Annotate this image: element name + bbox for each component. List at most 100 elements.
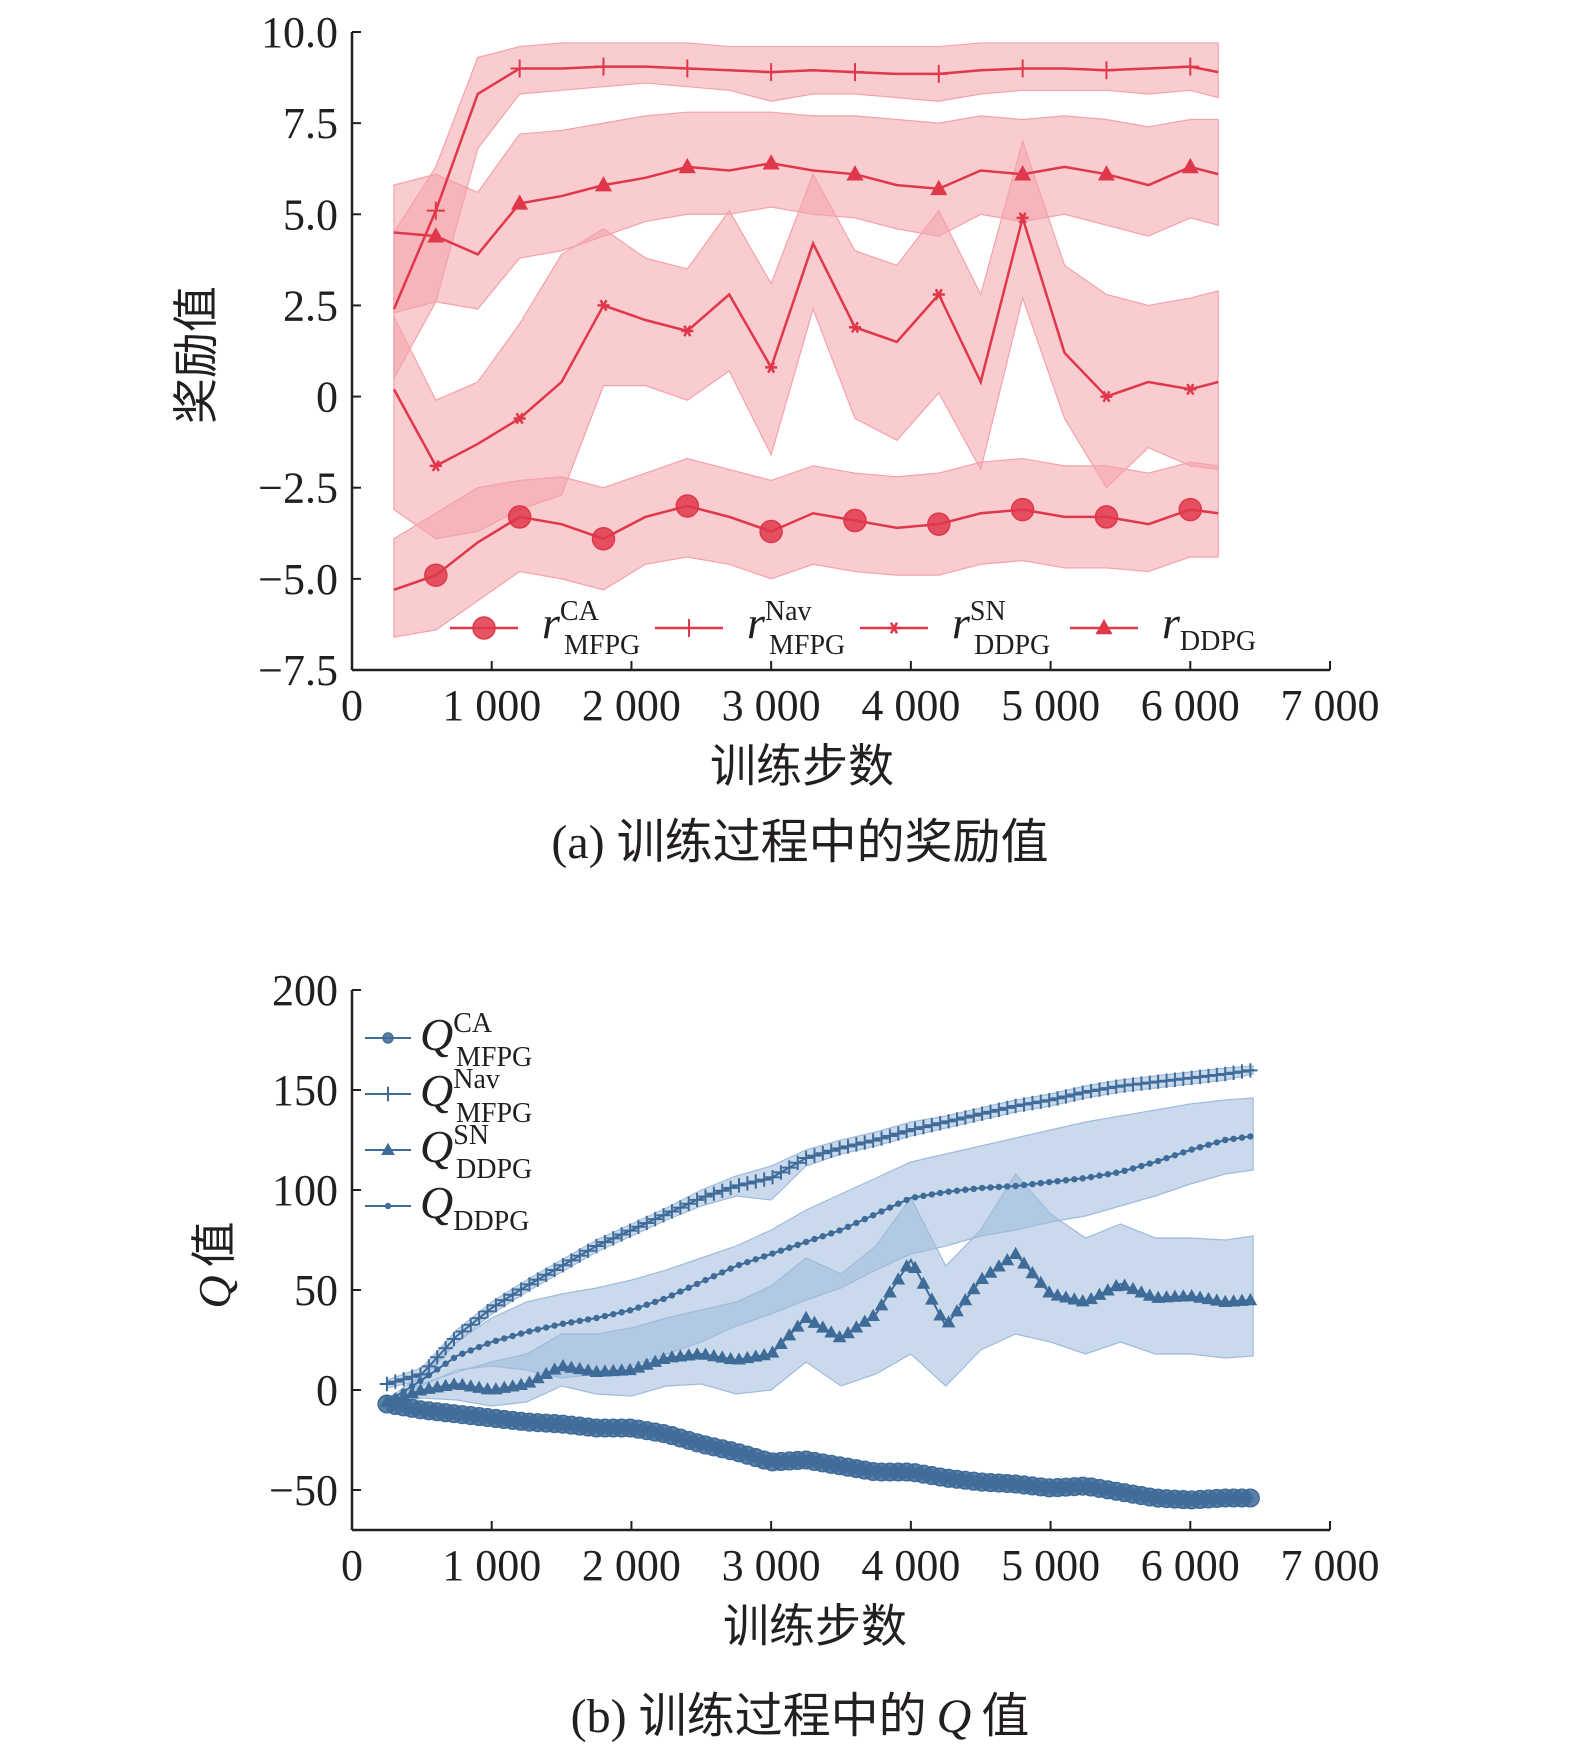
q-y-tick-labels: −50 0 50 100 150 200 (269, 966, 338, 1515)
series-1-point-55 (840, 1139, 856, 1154)
series-2-point-9 (1184, 383, 1197, 396)
series-2-point-65 (924, 1292, 939, 1305)
series-1-point-62 (899, 1124, 914, 1139)
series-2-point-56 (849, 1320, 864, 1333)
series-3-point-42 (735, 1261, 743, 1269)
series-0-point-3 (675, 494, 700, 518)
series-2-point-49 (790, 1319, 805, 1332)
series-3-point-0 (383, 1398, 391, 1406)
y-tick-label-3: 100 (272, 1166, 338, 1215)
series-3-point-18 (534, 1326, 542, 1333)
series-3-point-68 (953, 1187, 961, 1194)
legend-label-0: QCA MFPG (420, 1008, 532, 1073)
legend-label-0-sub: MFPG (456, 1042, 532, 1073)
series-1-point-71 (974, 1106, 990, 1121)
series-2-point-66 (933, 1308, 948, 1321)
legend-label-1-sub: MFPG (769, 630, 845, 661)
y-tick-label-5: 200 (272, 966, 338, 1015)
series-1-point-54 (832, 1141, 847, 1156)
series-1-point-79 (1041, 1093, 1057, 1108)
series-2-point-99 (1209, 1293, 1224, 1306)
series-3-point-84 (1087, 1173, 1095, 1181)
reward-confidence-bands (393, 42, 1219, 638)
series-3-point-50 (802, 1238, 810, 1246)
x-tick-label-3: 3 000 (722, 681, 821, 730)
series-1-point-48 (782, 1160, 797, 1175)
series-1-point-7 (438, 1340, 453, 1356)
reward-series-lines (392, 65, 1219, 591)
series-2-point-0 (429, 460, 442, 472)
series-3-point-38 (702, 1276, 709, 1284)
series-1-point-57 (857, 1135, 872, 1150)
series-3-point-49 (794, 1241, 801, 1249)
series-2-point-7 (1016, 212, 1029, 224)
y-tick-label-1: −5.0 (258, 555, 338, 604)
series-0-point-1 (507, 505, 532, 529)
series-2-point-51 (807, 1315, 822, 1328)
reward-x-tick-labels: 0 1 000 2 000 3 000 4 000 5 000 6 000 7 000 (341, 681, 1380, 730)
series-3-point-91 (1146, 1160, 1153, 1167)
x-tick-label-5: 5 000 (1001, 681, 1100, 730)
series-0-point-8 (1094, 505, 1119, 529)
q-x-axis-title: 训练步数 (723, 1601, 907, 1652)
series-1-point-87 (1109, 1079, 1124, 1094)
y-tick-label-2: 50 (294, 1266, 338, 1315)
legend-label-2-sub: DDPG (974, 630, 1050, 661)
series-1-point-73 (991, 1102, 1007, 1118)
series-1-point-34 (664, 1204, 680, 1219)
series-2-point-73 (992, 1259, 1006, 1272)
series-1-point-70 (966, 1108, 981, 1123)
legend-label-2-sub: DDPG (456, 1154, 532, 1185)
series-1-point-6 (430, 1350, 445, 1365)
q-caption-prefix: (b) 训练过程中的 (571, 1690, 927, 1743)
series-1-point-5 (845, 63, 864, 82)
series-1-point-67 (941, 1114, 956, 1129)
series-2-point-38 (698, 1347, 713, 1360)
series-1-point-2 (594, 57, 613, 76)
series-3-point-34 (668, 1292, 676, 1299)
series-3-point-41 (727, 1265, 734, 1272)
series-3-point-103 (1247, 1133, 1254, 1140)
series-1-point-12 (480, 1304, 495, 1319)
series-2-point-48 (782, 1328, 797, 1341)
series-3-point-64 (920, 1192, 927, 1200)
q-caption-suffix: 值 (981, 1690, 1029, 1743)
series-1-point-27 (606, 1231, 621, 1246)
series-3-point-53 (828, 1230, 835, 1237)
series-3-point-94 (1171, 1152, 1179, 1159)
x-tick-label-6: 6 000 (1141, 1541, 1240, 1590)
series-2-point-21 (556, 1359, 570, 1372)
series-2-point-62 (899, 1259, 914, 1272)
series-1-point-8 (446, 1331, 462, 1347)
series-3-point-39 (710, 1273, 718, 1280)
series-2-point-76 (1017, 1256, 1031, 1269)
series-3-point-89 (1129, 1165, 1137, 1172)
series-3-point-74 (1004, 1183, 1011, 1190)
legend-label-1: QNav MFPG (420, 1064, 532, 1129)
series-2-point-77 (1025, 1266, 1040, 1279)
series-3-point-7 (442, 1360, 449, 1367)
series-3-point-58 (869, 1212, 877, 1219)
series-3-point-37 (693, 1280, 701, 1288)
series-3-point-1 (511, 194, 529, 210)
series-2-point-103 (1243, 1293, 1258, 1306)
series-3-point-25 (593, 1314, 600, 1322)
y-tick-label-4: 2.5 (283, 281, 338, 330)
series-3-point-85 (1096, 1172, 1103, 1179)
series-1-point-53 (824, 1143, 839, 1158)
series-3-point-65 (928, 1191, 936, 1198)
series-3-point-36 (685, 1284, 692, 1291)
legend-label-1-main: r (747, 597, 766, 648)
series-3-point-93 (1163, 1154, 1170, 1162)
legend-label-0: rCA MFPG (542, 596, 640, 661)
series-3-point-24 (584, 1316, 592, 1323)
q-series-markers (377, 1063, 1260, 1510)
q-legend-swatch-marker-0 (382, 1032, 394, 1044)
series-3-point-77 (1029, 1180, 1036, 1188)
series-1-point-36 (681, 1196, 696, 1211)
series-1-point-28 (614, 1227, 629, 1242)
series-1-point-102 (1234, 1064, 1250, 1079)
series-3-point-79 (1045, 1178, 1053, 1186)
series-3-point-55 (844, 1223, 852, 1231)
